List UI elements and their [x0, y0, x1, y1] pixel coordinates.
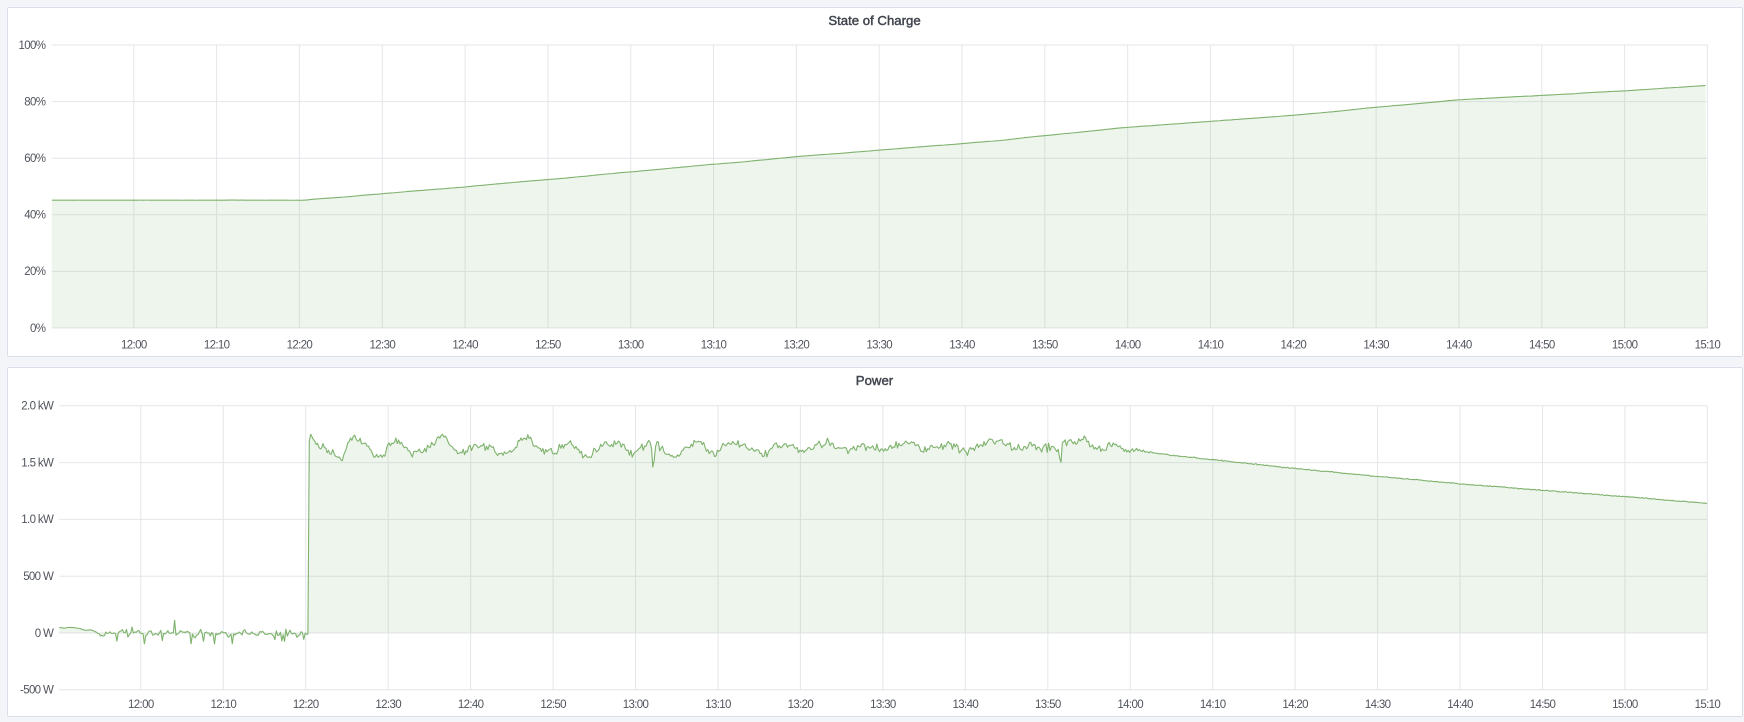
svg-text:14:30: 14:30	[1365, 699, 1391, 711]
svg-text:12:50: 12:50	[535, 339, 561, 351]
svg-text:13:20: 13:20	[788, 699, 814, 711]
svg-text:13:50: 13:50	[1035, 699, 1061, 711]
svg-text:13:00: 13:00	[618, 339, 644, 351]
svg-text:1.5 kW: 1.5 kW	[21, 457, 54, 469]
svg-text:13:40: 13:40	[953, 699, 979, 711]
svg-text:13:00: 13:00	[623, 699, 649, 711]
svg-text:14:00: 14:00	[1115, 339, 1141, 351]
svg-text:80%: 80%	[24, 96, 45, 108]
svg-text:12:10: 12:10	[204, 339, 230, 351]
svg-text:13:10: 13:10	[701, 339, 727, 351]
svg-text:14:50: 14:50	[1529, 339, 1555, 351]
svg-text:500 W: 500 W	[23, 571, 54, 583]
svg-text:14:10: 14:10	[1200, 699, 1226, 711]
svg-text:12:30: 12:30	[375, 699, 401, 711]
svg-text:13:30: 13:30	[870, 699, 896, 711]
svg-text:12:20: 12:20	[293, 699, 319, 711]
svg-text:13:40: 13:40	[949, 339, 975, 351]
svg-text:15:00: 15:00	[1612, 699, 1638, 711]
svg-text:13:50: 13:50	[1032, 339, 1058, 351]
svg-text:40%: 40%	[24, 210, 45, 222]
svg-text:12:30: 12:30	[370, 339, 396, 351]
svg-text:12:10: 12:10	[211, 699, 237, 711]
svg-text:13:20: 13:20	[784, 339, 810, 351]
svg-text:0 W: 0 W	[35, 628, 54, 640]
svg-text:60%: 60%	[24, 153, 45, 165]
svg-text:14:20: 14:20	[1281, 339, 1307, 351]
svg-text:2.0 kW: 2.0 kW	[21, 401, 54, 413]
svg-text:15:10: 15:10	[1695, 699, 1721, 711]
svg-text:1.0 kW: 1.0 kW	[21, 514, 54, 526]
svg-text:12:40: 12:40	[458, 699, 484, 711]
svg-text:13:10: 13:10	[705, 699, 731, 711]
svg-text:14:20: 14:20	[1282, 699, 1308, 711]
svg-text:20%: 20%	[24, 266, 45, 278]
svg-text:14:40: 14:40	[1447, 699, 1473, 711]
svg-text:14:30: 14:30	[1363, 339, 1389, 351]
svg-text:14:10: 14:10	[1198, 339, 1224, 351]
svg-text:12:00: 12:00	[121, 339, 147, 351]
svg-text:14:00: 14:00	[1117, 699, 1143, 711]
svg-text:-500 W: -500 W	[20, 685, 54, 697]
svg-text:12:20: 12:20	[287, 339, 313, 351]
svg-text:12:40: 12:40	[452, 339, 478, 351]
svg-text:12:50: 12:50	[540, 699, 566, 711]
svg-text:0%: 0%	[30, 323, 46, 335]
svg-text:12:00: 12:00	[128, 699, 154, 711]
svg-text:15:10: 15:10	[1695, 339, 1721, 351]
svg-text:13:30: 13:30	[866, 339, 892, 351]
svg-text:14:40: 14:40	[1446, 339, 1472, 351]
svg-text:14:50: 14:50	[1530, 699, 1556, 711]
svg-text:100%: 100%	[18, 40, 45, 52]
svg-text:15:00: 15:00	[1612, 339, 1638, 351]
